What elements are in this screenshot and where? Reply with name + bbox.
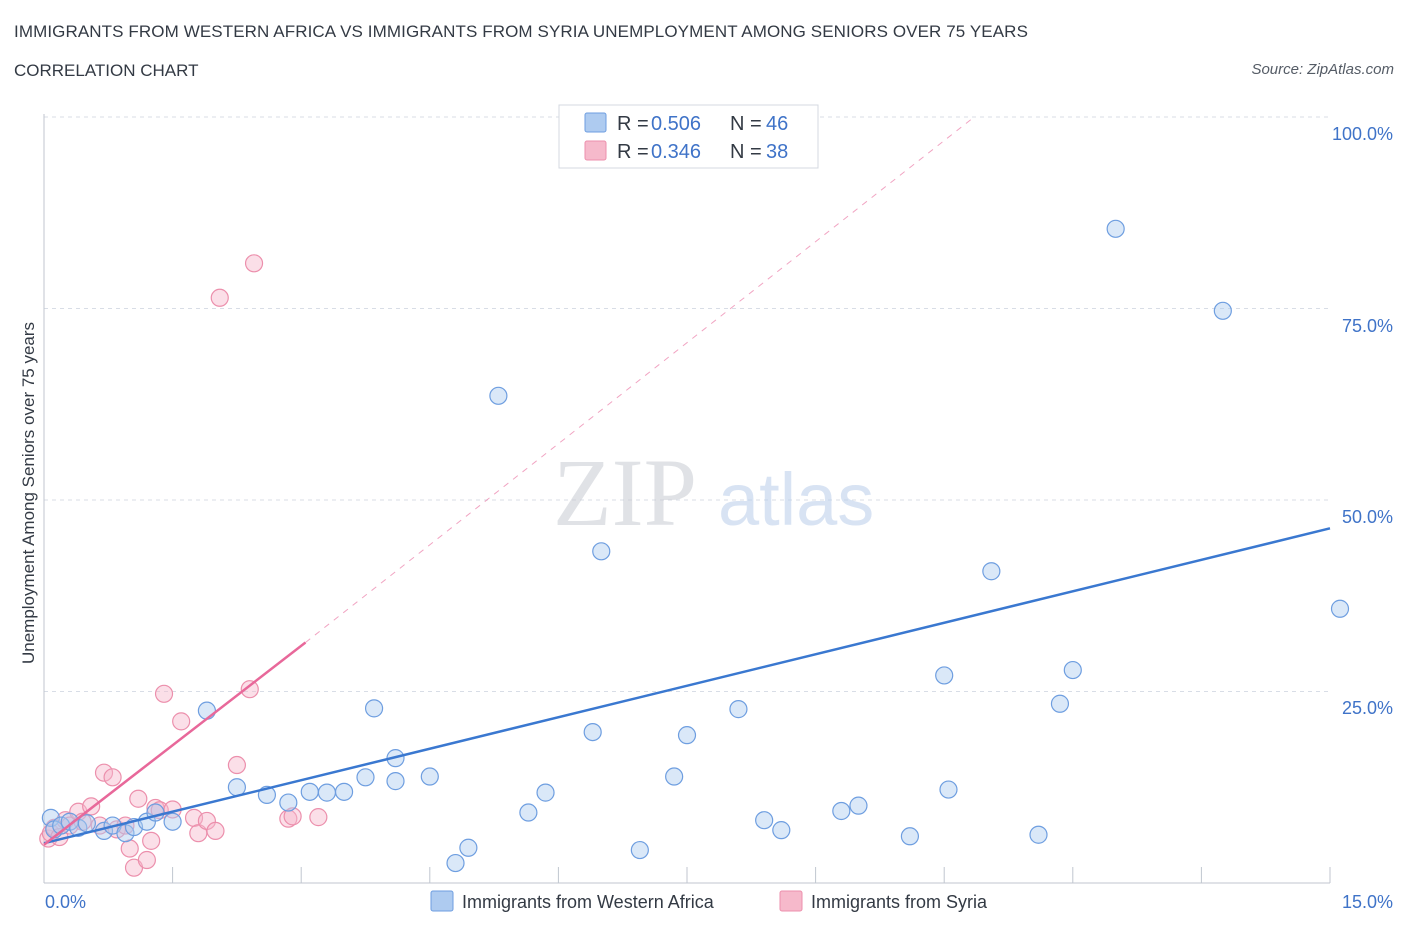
chart-subtitle: CORRELATION CHART xyxy=(14,61,199,80)
legend-r-value-2: 0.346 xyxy=(651,141,701,163)
series-syria-points xyxy=(39,254,328,877)
watermark-atlas: atlas xyxy=(718,458,874,541)
syria-point xyxy=(94,763,114,782)
y-axis-label: Unemployment Among Seniors over 75 years xyxy=(19,322,38,664)
bottom-legend: Immigrants from Western Africa Immigrant… xyxy=(430,890,988,912)
syria-point xyxy=(142,831,161,850)
western-africa-point xyxy=(592,542,611,561)
syria-point xyxy=(227,755,246,775)
western-africa-point xyxy=(982,562,1001,581)
legend-swatch-blue xyxy=(584,112,607,133)
western-africa-point xyxy=(519,803,538,822)
western-africa-point xyxy=(317,783,337,802)
syria-point xyxy=(309,808,328,827)
legend-box: R = 0.506 N = 46 R = 0.346 N = 38 xyxy=(558,104,819,169)
western-africa-point xyxy=(163,812,182,831)
chart-title: IMMIGRANTS FROM WESTERN AFRICA VS IMMIGR… xyxy=(14,22,1029,41)
legend-r-value-1: 0.506 xyxy=(651,113,701,135)
syria-point xyxy=(240,680,259,699)
grid-lines xyxy=(44,116,1330,692)
western-africa-point xyxy=(677,726,697,745)
legend-n-label-2: N = xyxy=(730,141,762,163)
bottom-legend-label-western-africa: Immigrants from Western Africa xyxy=(462,892,715,912)
syria-point xyxy=(210,288,229,307)
western-africa-point xyxy=(446,853,465,873)
legend-r-label-1: R = xyxy=(617,113,649,135)
western-africa-point xyxy=(197,701,216,720)
western-africa-point xyxy=(755,811,774,830)
syria-point xyxy=(154,684,174,703)
western-africa-point xyxy=(849,796,868,815)
western-africa-point xyxy=(536,783,555,802)
western-africa-point xyxy=(364,699,384,718)
trend-line-syria xyxy=(43,641,307,846)
syria-point xyxy=(206,821,225,841)
y-tick-label-50: 50.0% xyxy=(1342,507,1393,527)
western-africa-point xyxy=(665,767,684,786)
western-africa-point xyxy=(300,782,319,801)
syria-point xyxy=(120,839,139,858)
watermark: ZIP atlas xyxy=(553,439,874,546)
western-africa-point xyxy=(1029,825,1048,844)
trend-lines xyxy=(43,116,1331,846)
western-africa-point xyxy=(832,801,851,821)
y-tick-label-100: 100.0% xyxy=(1332,124,1393,144)
western-africa-point xyxy=(1330,599,1350,618)
western-africa-point xyxy=(729,700,748,719)
trend-line-syria-extension xyxy=(305,116,975,643)
legend-n-label-1: N = xyxy=(730,113,762,135)
western-africa-point xyxy=(489,386,508,405)
x-axis-ticks xyxy=(43,867,1331,883)
bottom-legend-swatch-blue xyxy=(430,890,454,912)
western-africa-point xyxy=(583,722,602,742)
bottom-legend-swatch-pink xyxy=(779,890,803,912)
legend-r-label-2: R = xyxy=(617,141,649,163)
western-africa-point xyxy=(386,772,405,791)
x-tick-label-max: 15.0% xyxy=(1342,892,1393,912)
western-africa-point xyxy=(772,821,791,840)
watermark-zip: ZIP xyxy=(553,439,697,546)
western-africa-point xyxy=(939,780,958,799)
western-africa-point xyxy=(1050,694,1070,713)
western-africa-point xyxy=(1063,660,1082,680)
syria-point xyxy=(172,712,191,731)
legend-n-value-1: 46 xyxy=(766,113,788,135)
western-africa-point xyxy=(459,838,478,857)
western-africa-point xyxy=(227,778,246,797)
western-africa-point xyxy=(1213,301,1232,320)
western-africa-point xyxy=(935,666,954,685)
bottom-legend-label-syria: Immigrants from Syria xyxy=(811,892,988,912)
syria-point xyxy=(129,789,148,808)
western-africa-point xyxy=(279,793,298,812)
syria-point xyxy=(283,807,302,826)
y-tick-label-25: 25.0% xyxy=(1342,698,1393,718)
syria-point xyxy=(244,254,264,273)
source-label: Source: ZipAtlas.com xyxy=(1251,61,1394,78)
y-tick-label-75: 75.0% xyxy=(1342,316,1393,336)
western-africa-point xyxy=(356,768,375,787)
western-africa-point xyxy=(420,767,439,786)
western-africa-point xyxy=(334,782,354,801)
legend-swatch-pink xyxy=(584,140,607,161)
western-africa-point xyxy=(900,827,920,846)
trend-line-western-africa xyxy=(43,527,1331,845)
x-tick-label-min: 0.0% xyxy=(45,892,86,912)
western-africa-point xyxy=(1106,219,1125,238)
legend-n-value-2: 38 xyxy=(766,141,788,163)
syria-point xyxy=(137,850,156,870)
syria-point xyxy=(103,768,122,787)
western-africa-point xyxy=(630,840,649,860)
western-africa-point xyxy=(41,808,60,827)
